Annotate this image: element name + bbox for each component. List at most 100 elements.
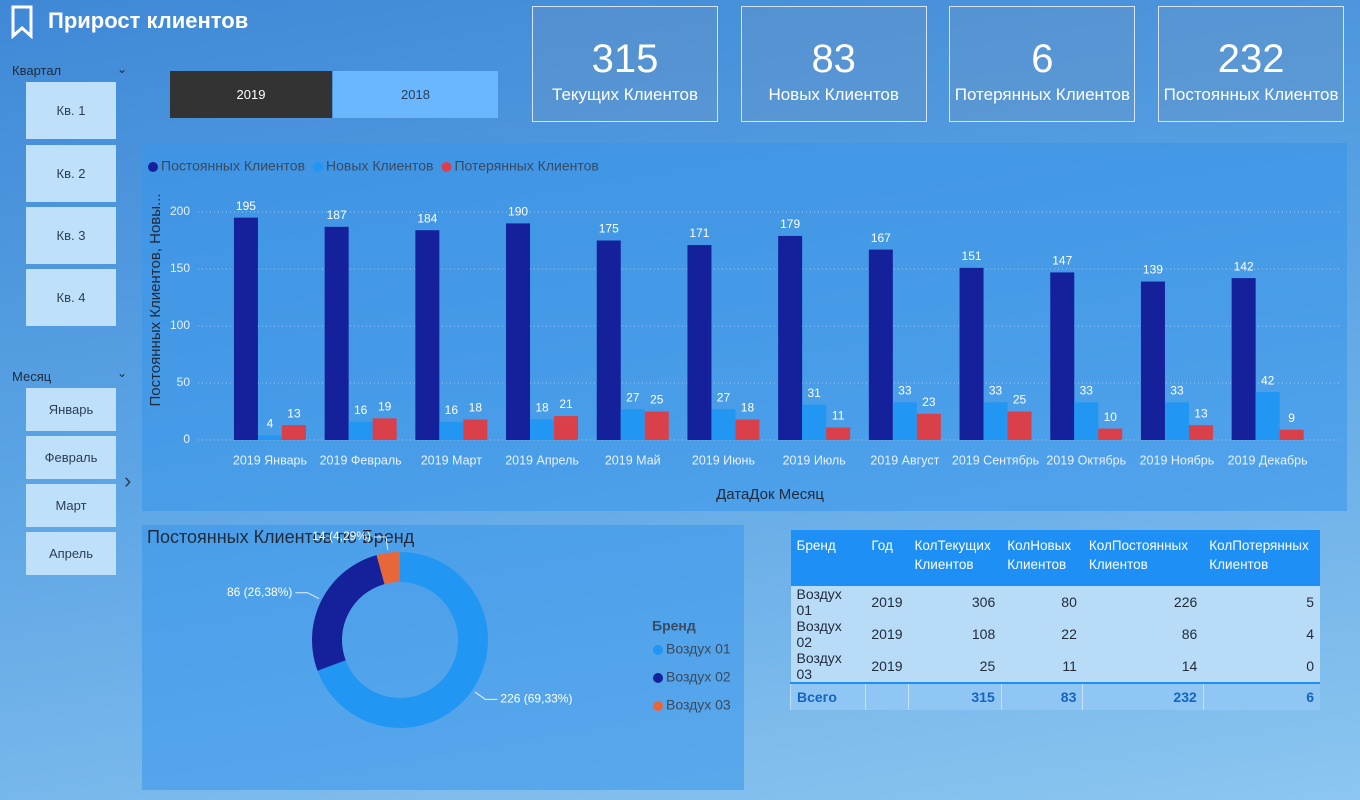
slicer-button[interactable]: Кв. 1 bbox=[26, 82, 116, 139]
table-cell: 4 bbox=[1203, 618, 1320, 650]
kpi-label: Текущих Клиентов bbox=[552, 85, 698, 104]
bar bbox=[415, 230, 440, 440]
kpi-card: 232 Постоянных Клиентов bbox=[1158, 6, 1345, 122]
table-cell: 11 bbox=[1001, 650, 1083, 683]
y-axis-title: Постоянных Клиентов, Новы... bbox=[147, 193, 164, 406]
table-row: Воздух 03 2019 25 11 14 0 bbox=[790, 650, 1320, 683]
data-label: 175 bbox=[599, 222, 619, 236]
legend-marker bbox=[148, 162, 158, 172]
data-label: 147 bbox=[1052, 254, 1072, 268]
data-label: 33 bbox=[1080, 384, 1094, 398]
data-label: 14 (4,29%) bbox=[312, 529, 371, 543]
legend-label: Воздух 03 bbox=[666, 697, 731, 713]
x-tick-label: 2019 Февраль bbox=[320, 453, 402, 467]
y-tick-label: 100 bbox=[170, 318, 190, 332]
slicer-chevron[interactable]: ⌄ bbox=[117, 366, 128, 380]
x-tick-label: 2019 Май bbox=[605, 453, 661, 467]
column-header[interactable]: КолПотерянных Клиентов bbox=[1203, 530, 1320, 586]
x-tick-label: 2019 Декабрь bbox=[1228, 453, 1308, 467]
bar bbox=[959, 267, 984, 440]
bar bbox=[281, 425, 306, 440]
table-cell: 2019 bbox=[865, 650, 909, 683]
bar bbox=[644, 411, 669, 440]
data-label: 139 bbox=[1143, 263, 1163, 277]
data-label: 25 bbox=[650, 393, 664, 407]
kpi-label: Постоянных Клиентов bbox=[1163, 85, 1339, 104]
slicer-button[interactable]: Январь bbox=[26, 388, 116, 431]
bar bbox=[916, 413, 941, 440]
x-tick-label: 2019 Ноябрь bbox=[1140, 453, 1215, 467]
donut-slice bbox=[317, 552, 488, 728]
data-label: 18 bbox=[535, 401, 549, 415]
slicer-button[interactable]: Март bbox=[26, 484, 116, 527]
y-tick-label: 0 bbox=[183, 432, 190, 446]
scroll-arrow[interactable]: › bbox=[124, 468, 132, 493]
year-button[interactable]: 2019 bbox=[170, 71, 332, 118]
bar bbox=[439, 421, 464, 440]
data-label: 33 bbox=[898, 384, 912, 398]
column-header[interactable]: Бренд bbox=[790, 530, 866, 586]
data-label: 33 bbox=[989, 384, 1003, 398]
table-cell: Воздух 01 bbox=[790, 586, 866, 618]
kpi-card: 83 Новых Клиентов bbox=[740, 6, 927, 122]
leader-line bbox=[374, 536, 389, 550]
y-tick-label: 200 bbox=[170, 204, 190, 218]
slicer-button[interactable]: Апрель bbox=[26, 532, 116, 575]
slicer-button[interactable]: Кв. 3 bbox=[26, 207, 116, 264]
slicer-button[interactable]: Кв. 2 bbox=[26, 145, 116, 202]
y-tick-label: 50 bbox=[177, 375, 191, 389]
data-label: 16 bbox=[354, 403, 368, 417]
total-cell: 315 bbox=[908, 682, 1002, 710]
data-label: 184 bbox=[417, 211, 437, 225]
bar bbox=[348, 421, 373, 440]
table-cell: 2019 bbox=[865, 618, 909, 650]
total-cell bbox=[864, 682, 909, 710]
bookmark-icon[interactable] bbox=[10, 5, 34, 39]
data-label: 190 bbox=[508, 205, 528, 219]
bar bbox=[735, 419, 760, 440]
bar bbox=[868, 249, 893, 440]
x-axis-title: ДатаДок Месяц bbox=[716, 486, 824, 503]
kpi-value: 232 bbox=[1217, 37, 1285, 81]
bar bbox=[372, 418, 397, 440]
slicer-chevron[interactable]: ⌄ bbox=[117, 62, 128, 76]
table-cell: 0 bbox=[1203, 650, 1320, 683]
year-button[interactable]: 2018 bbox=[333, 71, 498, 118]
table-cell: 226 bbox=[1082, 586, 1204, 618]
data-label: 27 bbox=[717, 390, 731, 404]
leader-line bbox=[474, 691, 498, 700]
slicer-title: Квартал bbox=[12, 63, 62, 78]
data-label: 4 bbox=[267, 417, 274, 431]
table-cell: 108 bbox=[908, 618, 1002, 650]
column-header[interactable]: КолПостоянных Клиентов bbox=[1082, 530, 1204, 586]
slicer-button[interactable]: Кв. 4 bbox=[26, 269, 116, 326]
table-cell: 80 bbox=[1001, 586, 1083, 618]
bar bbox=[1188, 425, 1213, 440]
data-label: 226 (69,33%) bbox=[500, 692, 572, 706]
bar bbox=[1231, 278, 1256, 440]
data-label: 187 bbox=[327, 208, 347, 222]
bar bbox=[1074, 402, 1099, 440]
data-label: 13 bbox=[287, 406, 301, 420]
x-tick-label: 2019 Июнь bbox=[692, 453, 755, 467]
slicer-button[interactable]: Февраль bbox=[26, 436, 116, 479]
bar bbox=[983, 402, 1008, 440]
bar bbox=[1255, 392, 1280, 440]
column-header[interactable]: КолТекущих Клиентов bbox=[908, 530, 1002, 586]
data-label: 27 bbox=[626, 390, 640, 404]
bar bbox=[802, 404, 827, 440]
legend-title: Бренд bbox=[652, 618, 696, 634]
bar bbox=[596, 240, 621, 440]
data-label: 10 bbox=[1104, 410, 1118, 424]
table-cell: 2019 bbox=[865, 586, 909, 618]
kpi-value: 6 bbox=[1031, 37, 1054, 81]
legend-label: Новых Клиентов bbox=[326, 158, 433, 174]
column-header[interactable]: КолНовых Клиентов bbox=[1001, 530, 1083, 586]
bar bbox=[892, 402, 917, 440]
kpi-card: 315 Текущих Клиентов bbox=[532, 6, 718, 122]
bar bbox=[1279, 429, 1304, 440]
legend-marker bbox=[653, 673, 663, 683]
column-header[interactable]: Год bbox=[865, 530, 909, 586]
chart-title: Постоянных Клиентов по Бренд bbox=[147, 527, 415, 547]
